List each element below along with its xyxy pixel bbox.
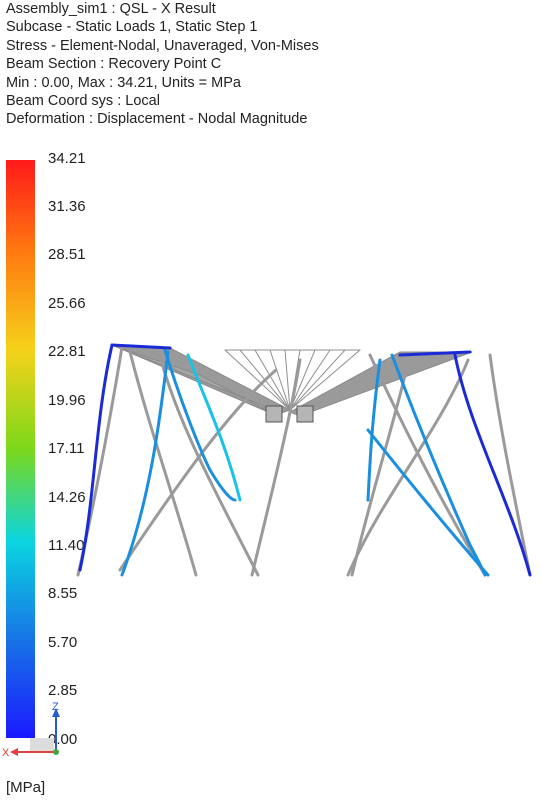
triad-z-label: Z — [52, 701, 59, 713]
legend-value-label: 5.70 — [48, 634, 78, 651]
header-min-max-line: Min : 0.00, Max : 34.21, Units = MPa — [6, 74, 241, 91]
header-assembly-line: Assembly_sim1 : QSL - X Result — [6, 1, 216, 17]
legend-value-label: 31.36 — [48, 198, 86, 215]
legend-value-label: 25.66 — [48, 295, 86, 312]
result-header: Assembly_sim1 : QSL - X Result Subcase -… — [6, 0, 319, 129]
legend-value-label: 34.21 — [48, 150, 86, 167]
legend-value-label: 11.40 — [48, 537, 85, 554]
header-stress-line: Stress - Element-Nodal, Unaveraged, Von-… — [6, 37, 319, 54]
header-subcase-line: Subcase - Static Loads 1, Static Step 1 — [6, 19, 258, 36]
color-legend-bar — [6, 160, 35, 738]
coordinate-triad: Z X — [2, 701, 60, 759]
legend-value-label: 8.55 — [48, 585, 78, 602]
legend-value-label: 17.11 — [48, 440, 85, 457]
header-coord-sys-line: Beam Coord sys : Local — [6, 93, 160, 110]
header-deformation-line: Deformation : Displacement - Nodal Magni… — [6, 111, 308, 128]
structure-mesh — [76, 343, 532, 577]
legend-value-label: 22.81 — [48, 343, 86, 360]
legend-value-label: 14.26 — [48, 489, 86, 506]
legend-unit-label: [MPa] — [6, 779, 46, 796]
triad-x-label: X — [2, 747, 10, 759]
legend-value-label: 2.85 — [48, 682, 78, 699]
legend-value-label: 28.51 — [48, 246, 86, 263]
legend-value-label: 19.96 — [48, 392, 86, 409]
header-beam-section-line: Beam Section : Recovery Point C — [6, 56, 222, 73]
